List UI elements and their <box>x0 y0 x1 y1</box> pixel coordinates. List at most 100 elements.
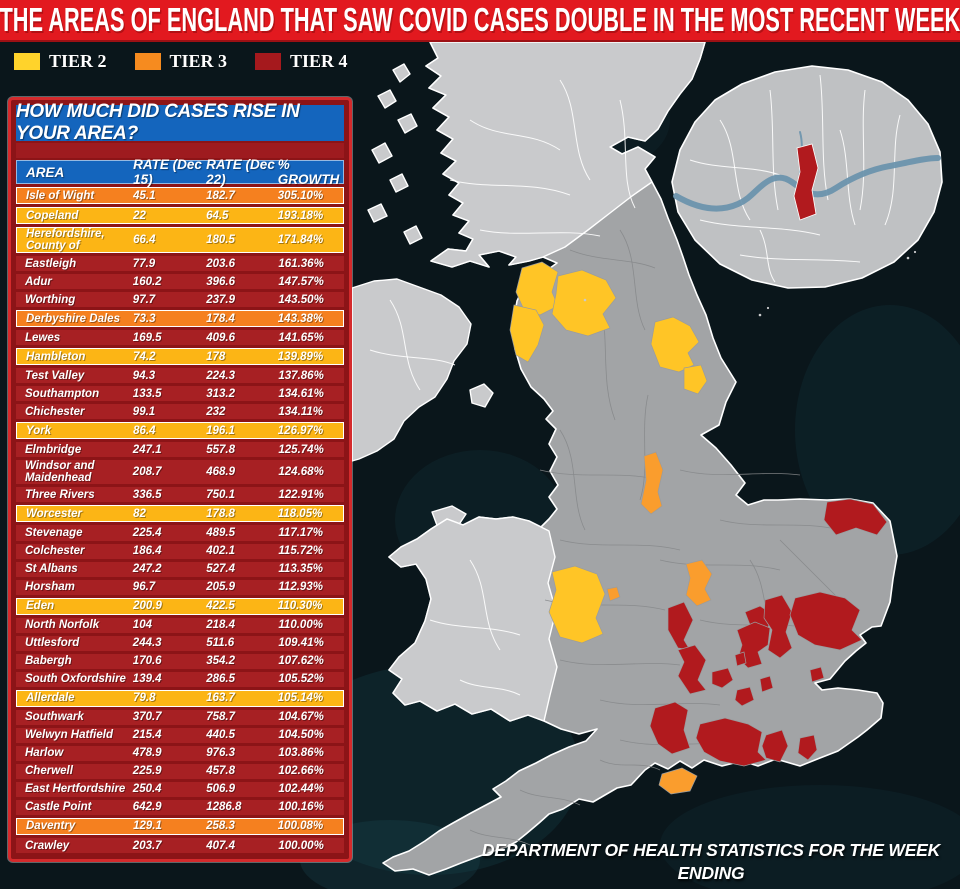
growth-cell: 141.65% <box>278 331 324 344</box>
map-region-worcester <box>606 586 621 602</box>
caption-line-2: DECEMBER 22, COMPARED TO THE PREVIOUS SE… <box>468 885 954 889</box>
table-row: South Oxfordshire 139.4 286.5 105.52% <box>16 671 344 687</box>
map-region-south-oxfordshire <box>677 644 707 695</box>
table-row: Chichester 99.1 232 134.11% <box>16 404 344 420</box>
area-cell: Harlow <box>25 747 64 760</box>
growth-cell: 110.30% <box>277 600 323 613</box>
map-region-daventry <box>685 559 713 607</box>
area-cell: Lewes <box>25 331 61 344</box>
rate-dec15-cell: 170.6 <box>132 655 162 668</box>
panel-heading: HOW MUCH DID CASES RISE IN YOUR AREA? <box>16 101 344 144</box>
growth-cell: 134.61% <box>278 387 324 400</box>
growth-cell: 115.72% <box>278 545 323 558</box>
rate-dec15-cell: 139.4 <box>132 673 162 686</box>
table-row: Test Valley 94.3 224.3 137.86% <box>16 368 344 384</box>
area-cell: Uttlesford <box>25 637 80 650</box>
growth-cell: 100.08% <box>277 820 324 833</box>
map-region-hertfordshire-cluster <box>736 621 771 669</box>
map-wales <box>388 516 558 722</box>
growth-cell: 105.14% <box>277 692 324 705</box>
rate-dec15-cell: 96.7 <box>132 581 156 594</box>
table-row: Adur 160.2 396.6 147.57% <box>16 274 344 290</box>
growth-cell: 100.16% <box>278 801 324 814</box>
table-row: Herefordshire, County of 66.4 180.5 171.… <box>16 227 344 254</box>
rate-dec15-cell: 77.9 <box>132 257 156 270</box>
rate-dec15-cell: 225.4 <box>132 526 162 539</box>
growth-cell: 107.62% <box>278 655 324 668</box>
map-region-cherwell <box>667 601 694 651</box>
legend-item: TIER 2 <box>14 51 107 72</box>
rate-dec22-cell: 313.2 <box>206 387 236 400</box>
area-cell: Isle of Wight <box>26 189 95 202</box>
scottish-islands <box>367 63 423 245</box>
rate-dec22-cell: 402.1 <box>206 545 236 558</box>
rate-dec22-cell: 396.6 <box>206 275 236 288</box>
rate-dec22-cell: 489.5 <box>206 526 236 539</box>
table-row: Windsor and Maidenhead 208.7 468.9 124.6… <box>16 460 344 485</box>
table-row: Harlow 478.9 976.3 103.86% <box>16 745 344 761</box>
table-row: East Hertfordshire 250.4 506.9 102.44% <box>16 781 344 797</box>
table-row: North Norfolk 104 218.4 110.00% <box>16 617 344 633</box>
rate-dec22-cell: 457.8 <box>206 765 236 778</box>
growth-cell: 112.93% <box>278 581 323 594</box>
rate-dec22-cell: 218.4 <box>206 619 236 632</box>
map-region-windsor-maidenhead <box>711 667 734 689</box>
area-cell: Eden <box>26 600 55 613</box>
rate-dec15-cell: 336.5 <box>132 488 162 501</box>
area-cell: Welwyn Hatfield <box>25 729 113 742</box>
area-cell: Daventry <box>26 820 76 833</box>
rate-dec15-cell: 22 <box>133 209 146 222</box>
growth-cell: 305.10% <box>277 189 324 202</box>
rate-dec15-cell: 169.5 <box>132 331 162 344</box>
rate-dec22-cell: 354.2 <box>206 655 236 668</box>
rate-dec15-cell: 250.4 <box>132 783 162 796</box>
rate-dec15-cell: 73.3 <box>133 312 156 325</box>
rate-dec22-cell: 758.7 <box>206 711 236 724</box>
area-cell: Allerdale <box>26 692 75 705</box>
rate-dec22-cell: 409.6 <box>206 331 236 344</box>
table-header-row: AREA RATE (Dec 15) RATE (Dec 22) % GROWT… <box>16 157 344 187</box>
map-region-isle-of-wight <box>658 767 698 795</box>
rate-dec22-cell: 557.8 <box>206 443 236 456</box>
area-cell: East Hertfordshire <box>25 783 126 796</box>
growth-cell: 161.36% <box>278 257 324 270</box>
rate-dec15-cell: 99.1 <box>132 405 156 418</box>
area-cell: Elmbridge <box>25 443 82 456</box>
area-cell: Southwark <box>25 711 84 724</box>
area-cell: Herefordshire, County of <box>26 228 105 253</box>
table-row: Daventry 129.1 258.3 100.08% <box>16 817 344 835</box>
growth-cell: 102.66% <box>278 765 324 778</box>
table-row: Three Rivers 336.5 750.1 122.91% <box>16 487 344 503</box>
area-cell: South Oxfordshire <box>25 673 126 686</box>
rate-dec22-cell: 422.5 <box>206 600 235 613</box>
map-region-derbyshire-dales <box>640 451 664 515</box>
rate-dec15-cell: 133.5 <box>132 387 162 400</box>
caption-line-1: DEPARTMENT OF HEALTH STATISTICS FOR THE … <box>481 840 941 884</box>
growth-cell: 171.84% <box>277 234 324 247</box>
area-cell: Eastleigh <box>25 257 77 270</box>
area-cell: York <box>26 424 52 437</box>
table-row: Eden 200.9 422.5 110.30% <box>16 597 344 615</box>
rate-dec22-cell: 205.9 <box>206 581 236 594</box>
area-cell: Worthing <box>25 293 76 306</box>
rate-dec15-cell: 186.4 <box>132 545 162 558</box>
rate-dec22-cell: 224.3 <box>206 369 236 382</box>
area-cell: Crawley <box>25 839 70 852</box>
rate-dec22-cell: 64.5 <box>206 209 229 222</box>
map-region-lewes <box>797 734 818 761</box>
table-body: Isle of Wight 45.1 182.7 305.10% Copelan… <box>16 187 344 854</box>
rate-dec22-cell: 203.6 <box>206 257 236 270</box>
legend-swatch <box>134 53 161 70</box>
map-region-castle-point <box>809 666 825 683</box>
growth-cell: 143.38% <box>277 312 324 325</box>
map-region-eden <box>551 269 617 337</box>
column-header-rate-dec22: RATE (Dec 22) <box>206 157 275 187</box>
table-row: St Albans 247.2 527.4 113.35% <box>16 561 344 577</box>
rate-dec15-cell: 86.4 <box>133 424 156 437</box>
growth-cell: 117.17% <box>278 526 323 539</box>
table-row: Castle Point 642.9 1286.8 100.16% <box>16 799 344 815</box>
coastal-specks <box>583 54 917 317</box>
rate-dec15-cell: 200.9 <box>133 600 162 613</box>
rate-dec15-cell: 370.7 <box>132 711 162 724</box>
area-cell: Castle Point <box>25 801 92 814</box>
